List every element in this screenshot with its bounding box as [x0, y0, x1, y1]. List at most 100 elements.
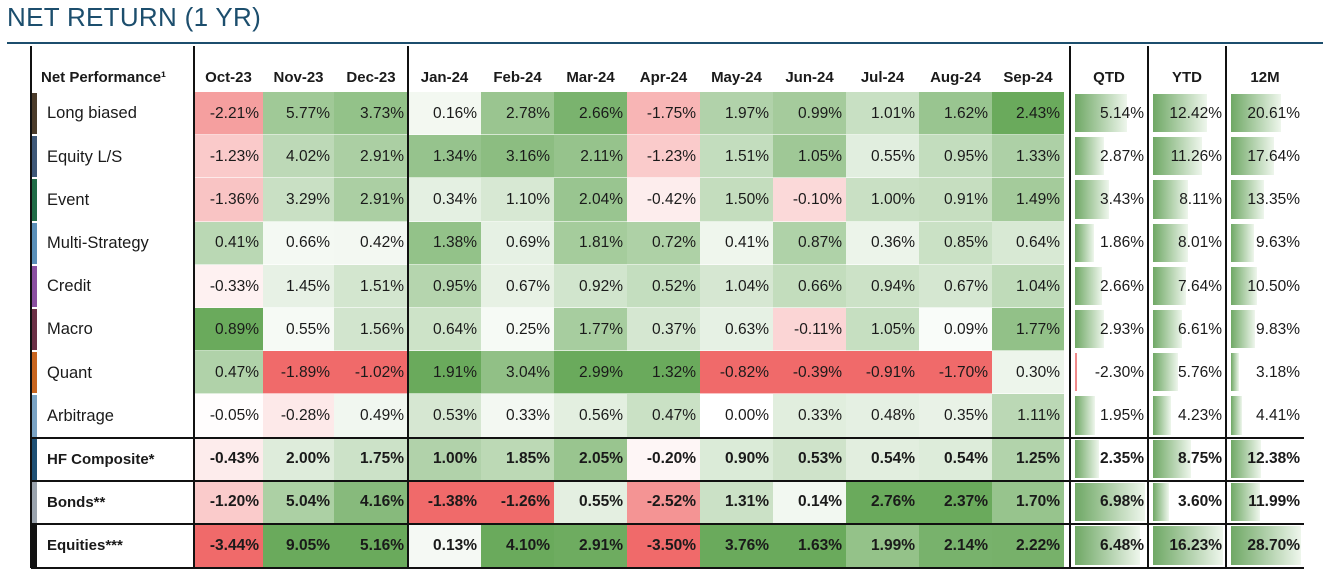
value-text: 0.72% — [652, 234, 696, 252]
value-text: 0.09% — [944, 320, 988, 338]
value-cell: 9.05% — [263, 523, 334, 568]
row-swatch — [31, 352, 37, 394]
data-bar — [1075, 482, 1145, 521]
value-cell: -1.26% — [481, 480, 554, 524]
summary-divider — [31, 479, 1304, 482]
value-text: 0.91% — [944, 191, 988, 209]
value-cell: -2.21% — [194, 92, 263, 136]
value-text: 2.91% — [360, 148, 404, 166]
value-cell: 10.50% — [1226, 265, 1304, 308]
row-divider — [194, 307, 1304, 308]
value-text: 5.16% — [360, 536, 404, 554]
header-12m: 12M — [1250, 68, 1280, 86]
value-cell: 1.56% — [334, 308, 408, 352]
row-label: Equity L/S — [37, 135, 194, 179]
data-bar — [1231, 482, 1260, 521]
value-text: 2.04% — [579, 191, 623, 209]
value-cell: 5.76% — [1148, 351, 1226, 394]
row-swatch — [31, 438, 37, 480]
value-text: 2.37% — [944, 493, 988, 511]
value-cell: -0.33% — [194, 264, 263, 308]
value-text: 3.76% — [725, 536, 769, 554]
value-cell: 1.99% — [846, 523, 919, 568]
value-text: -0.39% — [792, 364, 842, 382]
value-cell: 9.83% — [1226, 308, 1304, 351]
value-text: 0.89% — [215, 320, 259, 338]
row-swatch — [31, 309, 37, 351]
data-bar — [1075, 353, 1077, 392]
column-divider — [1225, 46, 1227, 568]
value-text: 8.01% — [1178, 234, 1222, 252]
value-text: 0.63% — [725, 320, 769, 338]
value-text: -0.28% — [280, 407, 330, 425]
data-bar — [1075, 223, 1094, 262]
value-text: 0.66% — [798, 277, 842, 295]
value-text: -1.70% — [938, 364, 988, 382]
value-text: 0.47% — [652, 407, 696, 425]
value-cell: 2.76% — [846, 480, 919, 524]
header-qtd: QTD — [1093, 68, 1125, 86]
value-text: 1.34% — [433, 148, 477, 166]
value-text: 1.97% — [725, 104, 769, 122]
header-sep-24: Sep-24 — [1003, 68, 1053, 86]
value-cell: -3.50% — [627, 523, 700, 568]
row-divider — [194, 350, 1304, 352]
value-text: 3.18% — [1256, 364, 1300, 382]
value-text: 2.66% — [579, 104, 623, 122]
value-text: 0.66% — [286, 234, 330, 252]
row-label: Quant — [37, 351, 194, 395]
value-cell: 11.99% — [1226, 481, 1304, 524]
value-cell: 0.66% — [263, 221, 334, 265]
data-bar — [1153, 482, 1169, 521]
value-cell: 8.75% — [1148, 438, 1226, 481]
value-cell: 1.34% — [408, 135, 481, 179]
value-text: 1.86% — [1100, 234, 1144, 252]
row-swatch — [31, 93, 37, 135]
row-label: Arbitrage — [37, 394, 194, 438]
value-text: -1.23% — [209, 148, 259, 166]
value-cell: 6.98% — [1070, 481, 1148, 524]
table-bottom-rule — [31, 566, 1304, 569]
value-text: 0.56% — [579, 407, 623, 425]
row-label: Long biased — [37, 92, 194, 136]
row-label: Multi-Strategy — [37, 221, 194, 265]
value-cell: 0.95% — [408, 264, 481, 308]
value-cell: 0.33% — [481, 394, 554, 438]
value-cell: 1.51% — [700, 135, 773, 179]
row-divider — [194, 220, 1304, 222]
value-cell: 0.53% — [773, 437, 846, 481]
value-cell: -1.70% — [919, 351, 992, 395]
value-cell: 9.63% — [1226, 222, 1304, 265]
value-text: 20.61% — [1247, 104, 1300, 122]
value-cell: 0.37% — [627, 308, 700, 352]
data-bar — [1075, 439, 1099, 478]
column-divider — [193, 46, 195, 568]
value-text: -2.52% — [646, 493, 696, 511]
column-divider — [1069, 46, 1071, 568]
value-cell: 1.45% — [263, 264, 334, 308]
value-cell: 0.67% — [481, 264, 554, 308]
value-cell: 2.14% — [919, 523, 992, 568]
value-cell: -2.30% — [1070, 351, 1148, 394]
value-cell: -0.10% — [773, 178, 846, 222]
row-label: Credit — [37, 264, 194, 308]
value-cell: -0.05% — [194, 394, 263, 438]
value-cell: 0.41% — [700, 221, 773, 265]
data-bar — [1231, 525, 1301, 565]
header-apr-24: Apr-24 — [639, 68, 688, 86]
value-text: -1.75% — [646, 104, 696, 122]
value-text: 0.54% — [871, 450, 915, 468]
value-text: 0.37% — [652, 320, 696, 338]
value-text: 0.55% — [286, 320, 330, 338]
value-text: 0.87% — [798, 234, 842, 252]
data-bar — [1231, 396, 1242, 435]
value-text: 1.04% — [725, 277, 769, 295]
value-text: 0.95% — [944, 148, 988, 166]
value-text: -3.44% — [209, 536, 259, 554]
value-text: 1.62% — [944, 104, 988, 122]
value-text: 1.51% — [725, 148, 769, 166]
value-text: 3.43% — [1100, 191, 1144, 209]
value-cell: 1.62% — [919, 92, 992, 136]
value-cell: 7.64% — [1148, 265, 1226, 308]
column-divider — [407, 46, 409, 568]
